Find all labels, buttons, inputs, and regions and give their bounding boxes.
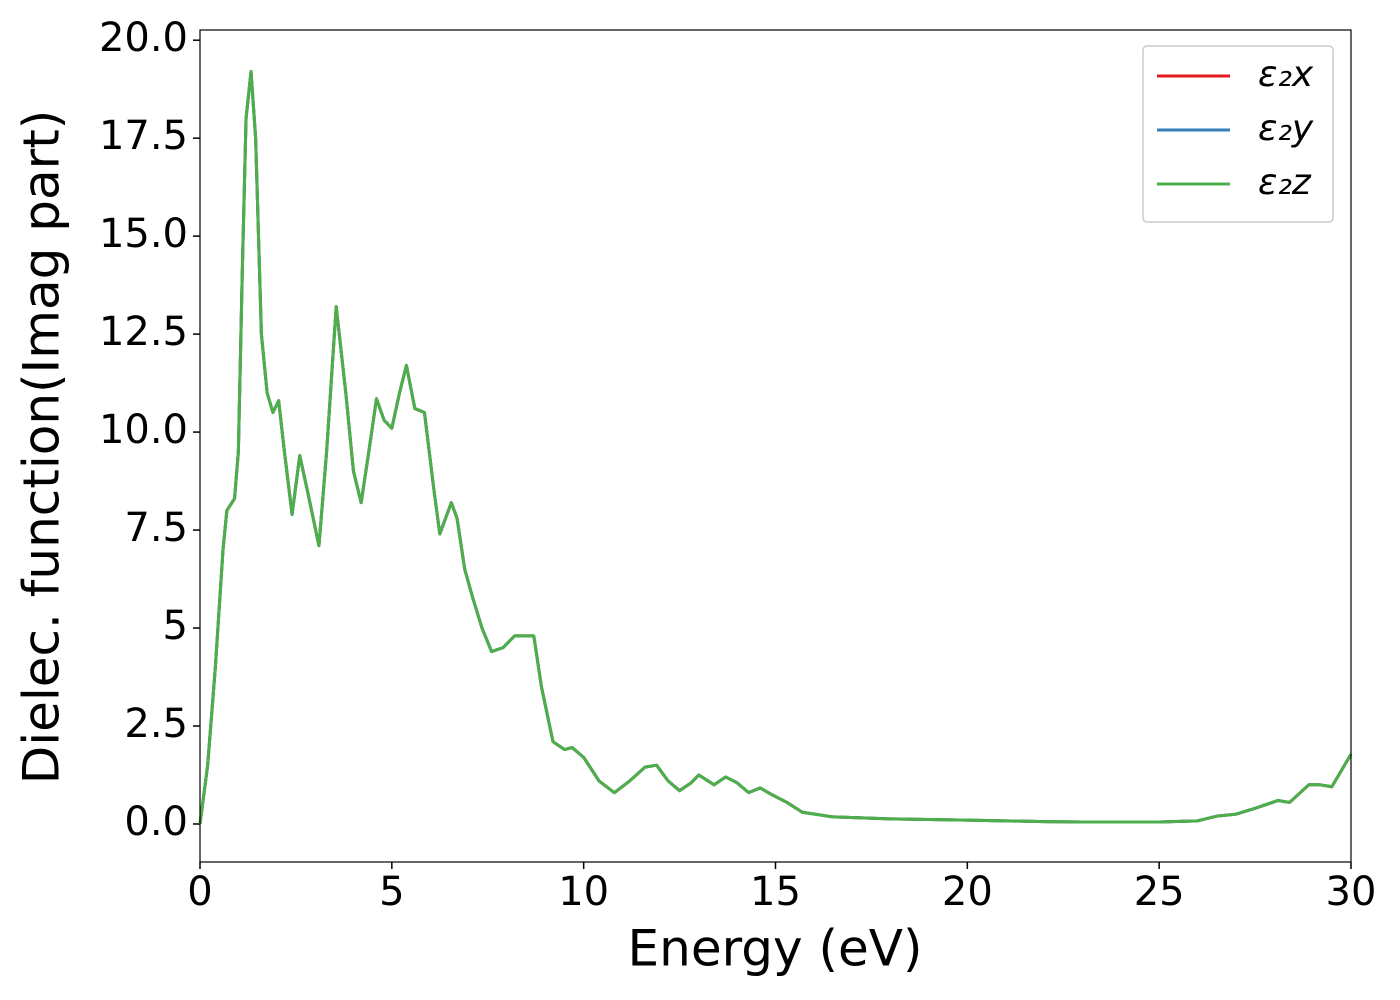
x-tick-label: 25 [1134, 869, 1185, 915]
y-tick-label: 0.0 [124, 799, 188, 845]
x-tick-label: 5 [379, 869, 404, 915]
x-tick-label: 0 [187, 869, 212, 915]
y-tick-label: 20.0 [99, 15, 188, 61]
y-tick-label: 7.5 [124, 505, 188, 551]
y-axis-label: Dielec. function(Imag part) [13, 110, 71, 785]
y-tick-label: 2.5 [124, 701, 188, 747]
x-tick-label: 20 [942, 869, 993, 915]
y-tick-label: 12.5 [99, 309, 188, 355]
legend-box [1142, 45, 1334, 223]
legend-label: ε₂z [1258, 162, 1312, 203]
y-tick-label: 15.0 [99, 211, 188, 257]
x-tick-label: 30 [1326, 869, 1377, 915]
x-tick-label: 10 [558, 869, 609, 915]
x-tick-label: 15 [750, 869, 801, 915]
legend-label: ε₂x [1258, 54, 1314, 95]
y-tick-label: 10.0 [99, 407, 188, 453]
x-axis-label: Energy (eV) [628, 920, 923, 978]
y-tick-label: 17.5 [99, 113, 188, 159]
y-tick-label: 5 [163, 603, 188, 649]
legend-label: ε₂y [1258, 108, 1314, 149]
series-line [198, 70, 1353, 825]
plot-frame [199, 29, 1352, 863]
